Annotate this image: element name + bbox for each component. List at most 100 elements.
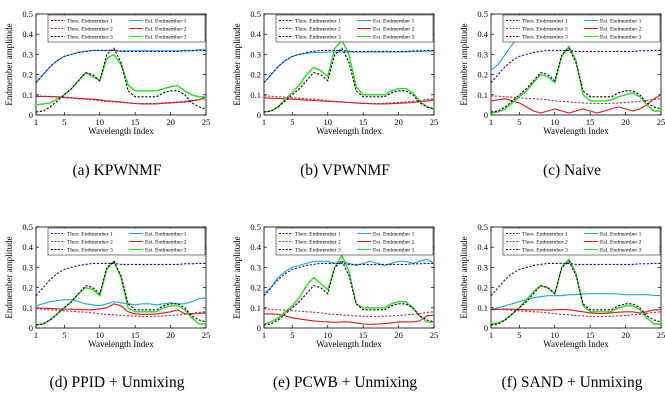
y-tick-label: 0.1 bbox=[22, 90, 33, 100]
legend-entry: Theo. Endmember 1 bbox=[522, 19, 568, 25]
series-line-6 bbox=[263, 253, 434, 325]
legend-box bbox=[47, 227, 206, 256]
x-axis-label: Wavelength Index bbox=[543, 126, 609, 136]
chart-caption: (a) KPWNMF bbox=[72, 162, 162, 179]
legend-entry: Est. Endmember 2 bbox=[145, 240, 187, 246]
series-line-1 bbox=[490, 49, 661, 84]
y-tick-label: 0.5 bbox=[477, 222, 488, 232]
x-tick-label: 25 bbox=[430, 330, 439, 340]
chart-caption: (c) Naive bbox=[542, 162, 602, 179]
x-tick-label: 1 bbox=[34, 117, 38, 127]
x-tick-label: 20 bbox=[166, 117, 175, 127]
series-line-1 bbox=[35, 49, 206, 84]
x-tick-label: 20 bbox=[394, 330, 403, 340]
legend-entry: Theo. Endmember 3 bbox=[522, 35, 568, 41]
y-tick-label: 0.5 bbox=[22, 9, 33, 19]
legend-entry: Est. Endmember 1 bbox=[600, 232, 642, 238]
x-axis-label: Wavelength Index bbox=[316, 126, 382, 136]
series-line-1 bbox=[263, 49, 434, 84]
x-tick-label: 10 bbox=[96, 330, 105, 340]
x-tick-label: 15 bbox=[359, 330, 368, 340]
x-tick-label: 10 bbox=[551, 330, 560, 340]
legend-entry: Theo. Endmember 2 bbox=[295, 240, 341, 246]
y-tick-label: 0.1 bbox=[22, 303, 33, 313]
series-line-6 bbox=[490, 258, 661, 325]
series-line-3 bbox=[35, 95, 207, 105]
x-tick-label: 15 bbox=[586, 330, 595, 340]
plot-frame bbox=[263, 13, 435, 116]
legend-entry: Est. Endmember 3 bbox=[373, 248, 415, 254]
plot-frame bbox=[35, 226, 207, 329]
y-tick-label: 0.1 bbox=[250, 303, 261, 313]
legend-entry: Est. Endmember 3 bbox=[600, 35, 642, 41]
legend-entry: Est. Endmember 3 bbox=[373, 35, 415, 41]
series-line-5 bbox=[263, 47, 435, 113]
legend-box bbox=[502, 14, 661, 43]
series-line-2 bbox=[490, 293, 662, 311]
y-tick-label: 0.2 bbox=[250, 70, 261, 80]
y-axis-label: Endmember amplitude bbox=[4, 23, 14, 105]
legend-entry: Theo. Endmember 3 bbox=[295, 35, 341, 41]
y-tick-label: 0.3 bbox=[22, 49, 33, 59]
series-line-4 bbox=[490, 94, 662, 114]
x-tick-label: 5 bbox=[62, 117, 66, 127]
legend-entry: Est. Endmember 3 bbox=[600, 248, 642, 254]
legend-entry: Est. Endmember 1 bbox=[145, 232, 187, 238]
y-tick-label: 0.3 bbox=[250, 49, 261, 59]
plot-frame bbox=[490, 13, 662, 116]
y-axis-label: Endmember amplitude bbox=[459, 23, 469, 105]
legend-entry: Theo. Endmember 3 bbox=[522, 248, 568, 254]
y-tick-label: 0.2 bbox=[477, 283, 488, 293]
y-tick-label: 0.3 bbox=[477, 49, 488, 59]
legend-entry: Theo. Endmember 1 bbox=[522, 232, 568, 238]
plot-frame bbox=[35, 13, 207, 116]
chart-caption: (e) PCWB + Unmixing bbox=[272, 374, 418, 391]
y-tick-label: 0.2 bbox=[250, 283, 261, 293]
x-tick-label: 25 bbox=[202, 330, 211, 340]
legend-entry: Est. Endmember 2 bbox=[373, 27, 415, 33]
series-line-6 bbox=[263, 39, 435, 113]
legend-entry: Est. Endmember 2 bbox=[600, 27, 642, 33]
series-line-1 bbox=[490, 262, 661, 297]
legend-entry: Theo. Endmember 2 bbox=[295, 27, 341, 33]
y-tick-label: 0.4 bbox=[250, 29, 261, 39]
series-line-4 bbox=[490, 308, 661, 315]
legend-entry: Est. Endmember 2 bbox=[600, 240, 642, 246]
x-tick-label: 20 bbox=[621, 117, 630, 127]
x-tick-label: 5 bbox=[62, 330, 66, 340]
y-tick-label: 0.4 bbox=[250, 242, 261, 252]
x-tick-label: 5 bbox=[290, 117, 294, 127]
y-tick-label: 0.3 bbox=[477, 262, 488, 272]
x-tick-label: 1 bbox=[262, 330, 266, 340]
y-tick-label: 0.4 bbox=[477, 29, 488, 39]
y-tick-label: 0.5 bbox=[22, 222, 33, 232]
y-tick-label: 0.1 bbox=[250, 90, 261, 100]
x-tick-label: 1 bbox=[489, 117, 493, 127]
y-axis-label: Endmember amplitude bbox=[232, 236, 242, 318]
legend-entry: Est. Endmember 1 bbox=[373, 19, 415, 25]
legend-entry: Theo. Endmember 1 bbox=[295, 232, 341, 238]
legend-entry: Est. Endmember 1 bbox=[145, 19, 187, 25]
y-tick-label: 0.4 bbox=[477, 242, 488, 252]
plot-frame bbox=[263, 226, 435, 329]
x-tick-label: 25 bbox=[202, 117, 211, 127]
x-axis-label: Wavelength Index bbox=[88, 126, 154, 136]
legend-entry: Est. Endmember 1 bbox=[600, 19, 642, 25]
legend-entry: Theo. Endmember 2 bbox=[67, 240, 113, 246]
legend-entry: Theo. Endmember 1 bbox=[67, 232, 113, 238]
series-line-1 bbox=[263, 262, 434, 297]
y-tick-label: 0.1 bbox=[477, 90, 488, 100]
y-tick-label: 0 bbox=[484, 323, 488, 333]
series-line-5 bbox=[35, 47, 207, 113]
chart-caption: (d) PPID + Unmixing bbox=[49, 374, 185, 391]
y-tick-label: 0.1 bbox=[477, 303, 488, 313]
y-tick-label: 0.5 bbox=[250, 9, 261, 19]
legend-box bbox=[47, 14, 206, 43]
y-axis-label: Endmember amplitude bbox=[232, 23, 242, 105]
y-tick-label: 0.3 bbox=[22, 262, 33, 272]
y-tick-label: 0.4 bbox=[22, 242, 33, 252]
